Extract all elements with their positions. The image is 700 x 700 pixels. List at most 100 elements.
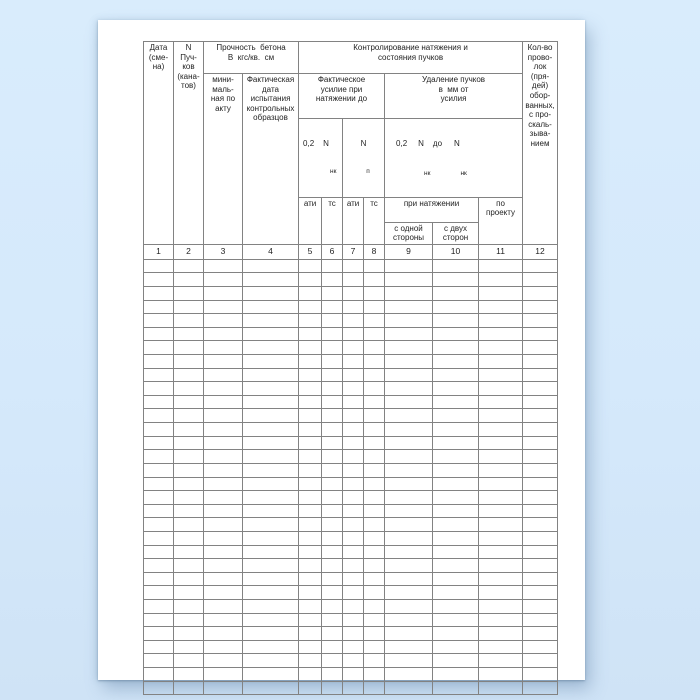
body-cell bbox=[173, 490, 204, 505]
body-cell bbox=[143, 449, 174, 464]
body-cell bbox=[363, 585, 386, 600]
table-row bbox=[143, 530, 559, 546]
body-cell bbox=[241, 626, 300, 641]
body-cell bbox=[342, 408, 365, 424]
table-row bbox=[143, 394, 559, 410]
body-cell bbox=[298, 544, 323, 560]
header-cell-bundles: N Пуч- ков (кана- тов) bbox=[173, 41, 204, 245]
body-cell bbox=[363, 299, 386, 315]
body-cell bbox=[478, 272, 524, 287]
body-cell bbox=[363, 340, 386, 356]
header-cell-strength-group: Прочность бетона В кгс/кв. см bbox=[202, 41, 300, 74]
body-cell bbox=[522, 598, 559, 614]
body-cell bbox=[143, 653, 174, 669]
body-cell bbox=[298, 449, 323, 464]
body-cell bbox=[173, 667, 204, 682]
body-cell bbox=[384, 435, 434, 451]
table-row bbox=[143, 449, 559, 464]
body-cell bbox=[203, 667, 243, 682]
body-cell bbox=[342, 544, 365, 560]
body-cell bbox=[363, 381, 386, 396]
formula-part: 0,2 bbox=[303, 139, 315, 149]
body-cell bbox=[522, 530, 559, 546]
table-row bbox=[143, 326, 559, 342]
body-cell bbox=[203, 503, 243, 519]
body-cell bbox=[478, 558, 524, 573]
body-cell bbox=[478, 544, 524, 560]
body-cell bbox=[143, 544, 174, 560]
column-number-cell: 5 bbox=[298, 243, 323, 260]
body-cell bbox=[321, 394, 344, 410]
body-cell bbox=[298, 394, 323, 410]
body-cell bbox=[143, 285, 174, 301]
body-cell bbox=[298, 326, 323, 342]
body-cell bbox=[143, 639, 174, 655]
body-cell bbox=[298, 408, 323, 424]
body-cell bbox=[203, 354, 243, 369]
body-cell bbox=[363, 544, 386, 560]
body-cell bbox=[298, 367, 323, 383]
body-cell bbox=[478, 285, 524, 301]
column-number-cell: 1 bbox=[143, 243, 174, 260]
header-cell-strength-min: мини- маль- ная по акту bbox=[203, 73, 243, 245]
body-cell bbox=[173, 313, 204, 328]
body-cell bbox=[363, 667, 386, 682]
body-cell bbox=[321, 517, 344, 532]
body-cell bbox=[241, 422, 300, 437]
body-cell bbox=[432, 285, 480, 301]
body-cell bbox=[384, 490, 434, 505]
body-cell bbox=[384, 626, 434, 641]
body-cell bbox=[241, 340, 300, 356]
body-cell bbox=[478, 394, 524, 410]
body-cell bbox=[342, 285, 365, 301]
body-cell bbox=[522, 354, 559, 369]
body-cell bbox=[298, 530, 323, 546]
body-cell bbox=[522, 680, 559, 696]
body-cell bbox=[241, 598, 300, 614]
body-cell bbox=[342, 680, 365, 696]
body-cell bbox=[143, 272, 174, 287]
body-cell bbox=[298, 571, 323, 587]
body-cell bbox=[241, 476, 300, 492]
body-cell bbox=[203, 285, 243, 301]
body-cell bbox=[173, 476, 204, 492]
body-cell bbox=[522, 326, 559, 342]
body-cell bbox=[384, 272, 434, 287]
body-cell bbox=[478, 653, 524, 669]
body-cell bbox=[384, 503, 434, 519]
body-cell bbox=[321, 367, 344, 383]
body-cell bbox=[298, 354, 323, 369]
body-cell bbox=[432, 667, 480, 682]
body-cell bbox=[321, 503, 344, 519]
body-cell bbox=[363, 639, 386, 655]
body-cell bbox=[342, 612, 365, 628]
body-cell bbox=[298, 258, 323, 274]
body-cell bbox=[522, 476, 559, 492]
body-cell bbox=[432, 299, 480, 315]
body-cell bbox=[241, 653, 300, 669]
body-cell bbox=[298, 558, 323, 573]
body-cell bbox=[321, 667, 344, 682]
body-cell bbox=[241, 558, 300, 573]
body-cell bbox=[241, 435, 300, 451]
body-cell bbox=[241, 354, 300, 369]
body-cell bbox=[432, 612, 480, 628]
body-cell bbox=[241, 449, 300, 464]
body-cell bbox=[363, 408, 386, 424]
body-cell bbox=[203, 544, 243, 560]
body-cell bbox=[522, 639, 559, 655]
body-cell bbox=[298, 612, 323, 628]
body-cell bbox=[241, 408, 300, 424]
body-cell bbox=[384, 340, 434, 356]
body-cell bbox=[363, 435, 386, 451]
body-cell bbox=[321, 612, 344, 628]
body-cell bbox=[143, 435, 174, 451]
body-cell bbox=[384, 544, 434, 560]
body-cell bbox=[342, 381, 365, 396]
body-cell bbox=[478, 680, 524, 696]
body-cell bbox=[363, 490, 386, 505]
table-row bbox=[143, 517, 559, 532]
body-cell bbox=[321, 544, 344, 560]
body-cell bbox=[342, 340, 365, 356]
